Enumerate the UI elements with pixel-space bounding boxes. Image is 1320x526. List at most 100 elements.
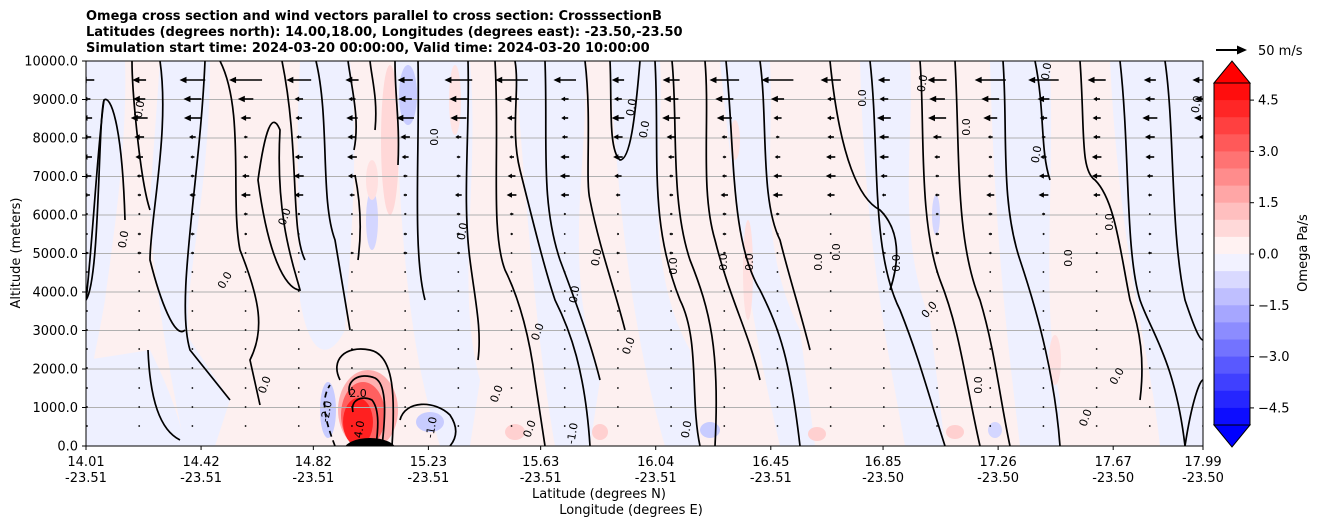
wind-vector — [297, 367, 300, 369]
wind-vector-head — [1041, 135, 1044, 139]
wind-vector-head — [243, 155, 246, 159]
wind-vector — [723, 329, 726, 331]
wind-vector-head — [935, 232, 938, 236]
x-tick-label-latitude: 16.45 — [752, 455, 789, 470]
wind-vector — [191, 348, 194, 350]
wind-vector-head — [179, 76, 187, 84]
wind-vector-head — [932, 134, 938, 140]
y-tick-label: 3000.0 — [33, 324, 79, 339]
wind-vector — [351, 290, 353, 292]
wind-vector-head — [507, 173, 512, 179]
contour-label: 0.0 — [132, 100, 148, 119]
contour-lines — [86, 61, 1203, 446]
wind-vector-head — [827, 134, 831, 140]
wind-vector — [244, 310, 247, 312]
wind-vector-head — [134, 134, 140, 140]
wind-vector-head — [136, 174, 140, 178]
contour-label: 0.0 — [743, 253, 756, 271]
contour-label: 0.0 — [960, 118, 973, 136]
wind-vector-head — [241, 173, 246, 179]
colorbar-tick-label: 1.5 — [1258, 196, 1279, 211]
wind-vector-head — [1091, 154, 1098, 160]
wind-vector — [86, 310, 88, 312]
x-tick-label-latitude: 14.01 — [67, 455, 104, 470]
wind-vector — [1148, 406, 1151, 408]
wind-vector-head — [669, 232, 672, 236]
wind-vector — [1042, 329, 1045, 331]
contour-label: -2.0 — [318, 400, 335, 423]
wind-vector — [86, 406, 88, 408]
wind-vector — [457, 310, 460, 312]
wind-vector — [1095, 348, 1098, 350]
wind-vector-head — [1200, 155, 1203, 159]
wind-vector — [1148, 271, 1151, 273]
wind-vector — [351, 329, 353, 331]
wind-vector — [989, 406, 992, 408]
wind-vector-head — [293, 173, 300, 179]
wind-vector-head — [456, 155, 459, 159]
wind-vector-head — [1200, 193, 1203, 197]
wind-vector — [351, 406, 353, 408]
colorbar-segment — [1214, 322, 1250, 340]
wind-vector — [723, 310, 726, 312]
wind-vector-head — [1041, 212, 1044, 216]
wind-vector-head — [1095, 251, 1097, 255]
y-tick-label: 8000.0 — [33, 132, 79, 147]
wind-vector — [563, 425, 566, 427]
colorbar-segment — [1214, 151, 1250, 169]
wind-vector — [510, 387, 513, 389]
wind-vector — [138, 425, 141, 427]
wind-vector — [723, 387, 726, 389]
wind-vector — [351, 271, 353, 273]
wind-vector-head — [229, 76, 237, 84]
wind-vector-head — [560, 192, 566, 198]
wind-vector-head — [133, 95, 140, 103]
x-tick-label-longitude: -23.51 — [750, 471, 792, 486]
wind-vector — [829, 387, 832, 389]
wind-vector-head — [403, 251, 406, 255]
wind-vector-head — [826, 154, 832, 160]
wind-vector — [510, 271, 513, 273]
wind-vector-head — [1092, 115, 1098, 121]
x-tick-label-latitude: 14.82 — [295, 455, 332, 470]
wind-vector — [138, 387, 141, 389]
contour-label: 0.0 — [679, 420, 695, 439]
colorbar-tick-label: 0.0 — [1258, 248, 1279, 263]
wind-vector — [989, 310, 992, 312]
wind-vector-head — [880, 173, 885, 179]
wind-vector-head — [829, 251, 831, 255]
wind-vector — [829, 348, 832, 350]
contour-label: 4.0 — [352, 420, 368, 439]
colorbar-tick-label: −3.0 — [1258, 350, 1290, 365]
colorbar-segment — [1214, 254, 1250, 272]
colorbar-segment — [1214, 305, 1250, 323]
wind-vector — [670, 348, 672, 350]
contour-label: 0.0 — [856, 89, 869, 107]
wind-vector — [1095, 213, 1098, 215]
wind-vector — [829, 310, 832, 312]
wind-vector-head — [450, 114, 458, 122]
contour-label: 0.0 — [589, 248, 605, 267]
wind-vector-head — [669, 193, 672, 197]
wind-vector-head — [137, 232, 140, 236]
wind-vector — [86, 387, 88, 389]
wind-vector-head — [345, 76, 353, 84]
wind-vector — [1042, 425, 1045, 427]
wind-vector-head — [1192, 76, 1200, 84]
wind-vector-head — [130, 114, 138, 122]
wind-vector-head — [553, 76, 561, 84]
wind-vector-head — [1037, 95, 1045, 103]
wind-vector — [882, 329, 885, 331]
wind-vector-head — [86, 251, 88, 255]
wind-vector-head — [1142, 114, 1150, 122]
wind-vector — [829, 367, 832, 369]
colorbar-segment — [1214, 390, 1250, 409]
wind-vector — [670, 425, 672, 427]
chart-title-line-3: Simulation start time: 2024-03-20 00:00:… — [86, 41, 650, 56]
x-axis-label-latitude: Latitude (degrees N) — [532, 487, 666, 502]
contour-label: 0.0 — [830, 243, 843, 261]
wind-vector-head — [349, 193, 353, 197]
wind-vector-head — [560, 96, 566, 102]
wind-vector — [510, 252, 513, 254]
wind-vector — [191, 425, 194, 427]
